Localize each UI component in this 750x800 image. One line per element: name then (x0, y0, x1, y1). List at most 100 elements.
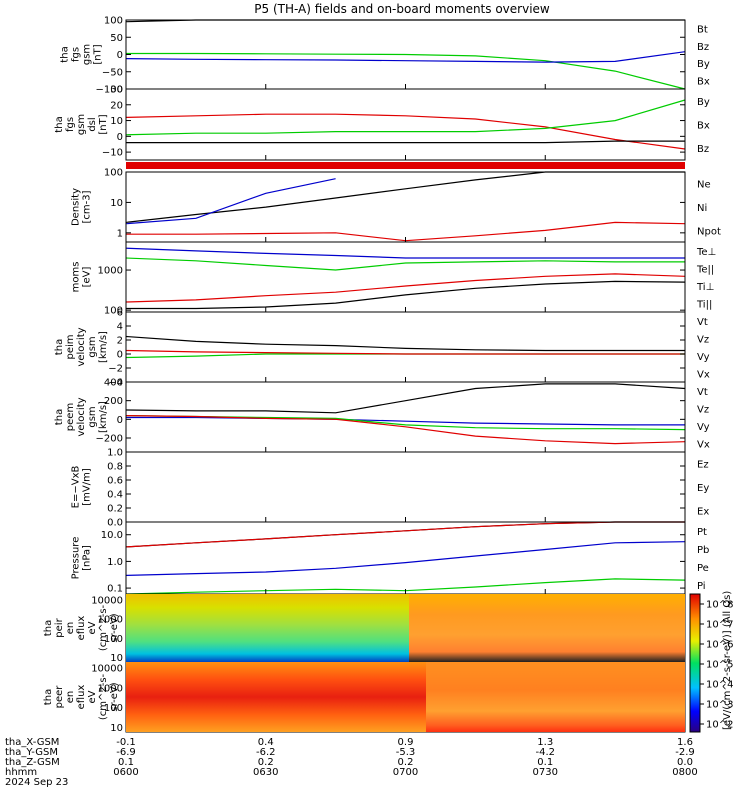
legend-ti: Ti|| (696, 299, 712, 310)
ytick-label: 0.2 (107, 504, 123, 515)
ytick-label: 6 (117, 308, 123, 319)
ytick-label: 30 (110, 85, 123, 96)
ytick-label: 10000 (91, 663, 123, 674)
legend-pe: Pe (697, 563, 709, 574)
legend-ne: Ne (697, 180, 711, 191)
legend-bx: Bx (697, 121, 710, 132)
ylabel-line: tha (54, 339, 65, 355)
series-pi (125, 541, 686, 576)
panel-frame (125, 241, 686, 313)
colorbar-tick-label: 10^2 (706, 720, 733, 731)
footer-y-value: -5.3 (396, 747, 416, 758)
legend-bt: Bt (697, 25, 708, 36)
ytick-label: 2 (117, 336, 123, 347)
footer-time-value: 0600 (113, 767, 138, 778)
ylabel-line: (cm^2-s- (98, 673, 109, 720)
colorbar-tick-label: 10^4 (706, 680, 733, 691)
series-vz (125, 415, 686, 445)
panel-8: 10.0 1.0 0.1 Pressure [nPa] Pt Pb Pe Pi (71, 521, 709, 595)
ytick-label: −4 (108, 378, 123, 389)
ylabel-line: tha (54, 116, 65, 132)
ytick-label: 10 (110, 116, 123, 127)
footer-z-value: 0.1 (118, 757, 134, 768)
series-by (126, 52, 686, 90)
ylabel-line: gsm (82, 44, 93, 65)
series-ti (125, 273, 686, 303)
series-te (126, 280, 686, 310)
ytick-label: 50 (110, 33, 123, 44)
ylabel-line: velocity (76, 397, 87, 436)
ylabel-line: tha (60, 46, 71, 62)
footer-x-value: 0.9 (398, 737, 414, 748)
footer-time-value: 0700 (393, 767, 418, 778)
series-npot (125, 178, 336, 225)
ylabel-line: eV (87, 621, 98, 634)
ytick-label: −100 (96, 85, 123, 96)
ylabel-line: velocity (76, 327, 87, 366)
footer-x-value: 1.3 (537, 737, 553, 748)
ytick-label: 1000 (98, 683, 123, 694)
ylabel-line: tha (43, 620, 54, 636)
legend-ex: Ex (697, 506, 709, 517)
ylabel-line: [nT] (93, 44, 104, 64)
colorbar-label: [eV/(cm^2-s-sr-eV)] (All Qs) (722, 591, 733, 730)
panel-6: 400 200 0 −200 tha peem velocity gsm [km/s] Vt Vz V… (54, 378, 710, 453)
footer-time-value: 0730 (533, 767, 558, 778)
panel-frame (125, 88, 686, 161)
footer-z-value: 0.2 (258, 757, 274, 768)
panel-frame (125, 521, 686, 595)
series-by (125, 99, 686, 136)
footer-row-label: hhmm (5, 767, 37, 778)
ylabel-line: eflux (76, 685, 87, 710)
ytick-label: 1000 (98, 266, 123, 277)
ytick-label: −50 (102, 67, 123, 78)
ytick-label: 20 (110, 100, 123, 111)
ylabel-line: peim (65, 334, 76, 359)
ytick-label: 0.6 (107, 476, 123, 487)
ylabel-line: E=−VxB (71, 466, 82, 509)
series-te (125, 247, 685, 259)
ytick-label: 0.0 (107, 518, 123, 529)
legend-ey: Ey (697, 483, 709, 494)
panel-frame (125, 451, 686, 523)
legend-vt: Vt (697, 317, 708, 328)
legend-te: Te|| (696, 264, 714, 275)
ytick-label: 100 (104, 16, 123, 27)
legend-pb: Pb (697, 545, 709, 556)
ylabel-line: en (65, 691, 76, 704)
ytick-label: 10 (110, 198, 123, 209)
legend-npot: Npot (697, 226, 721, 237)
series-ti (125, 257, 685, 271)
ytick-label: 10.0 (101, 530, 123, 541)
footer-row-label: tha_Y-GSM (5, 747, 58, 758)
ylabel-line: Pressure (71, 537, 82, 580)
panel-3: 100 10 1 Density [cm-3] Ne Ni Npot (71, 168, 721, 243)
ytick-label: 400 (104, 378, 123, 389)
ylabel-line: tha (54, 409, 65, 425)
ylabel-line: [eV] (82, 267, 93, 288)
ytick-label: 0.1 (107, 584, 123, 595)
legend-bz: Bz (697, 144, 709, 155)
colorbar-tick-label: 10^3 (706, 700, 733, 711)
footer-y-value: -6.9 (116, 747, 136, 758)
ylabel-line: Density (71, 188, 82, 226)
legend-vz: Vz (697, 404, 709, 415)
ylabel-line: fgs (65, 117, 76, 132)
footer-row-label: tha_X-GSM (5, 737, 59, 748)
ytick-label: 1.0 (107, 448, 123, 459)
ytick-label: 0 (117, 350, 123, 361)
footer-x-value: 1.6 (677, 737, 693, 748)
ylabel-line: sr-eV) (109, 682, 120, 711)
legend-bx: Bx (697, 76, 710, 87)
ytick-label: 10 (110, 723, 123, 734)
ylabel-line: sr-eV) (109, 613, 120, 642)
series-pb (125, 521, 685, 548)
ylabel-line: peem (65, 403, 76, 431)
ylabel-line: peer (54, 685, 65, 709)
colorbar-ticks: 10^8 10^7 10^6 10^5 10^4 10^3 10^2 (700, 600, 733, 731)
footer-x-value: -0.1 (116, 737, 136, 748)
panel-2: 30 20 10 0 −10 tha fgs gsm dsl [nT] By Bx Bz (54, 85, 710, 161)
panel-7: 1.0 0.8 0.6 0.4 0.2 0.0 E=−VxB [mV/m] Ez Ey Ex (71, 448, 710, 529)
legend-by: By (697, 59, 710, 70)
